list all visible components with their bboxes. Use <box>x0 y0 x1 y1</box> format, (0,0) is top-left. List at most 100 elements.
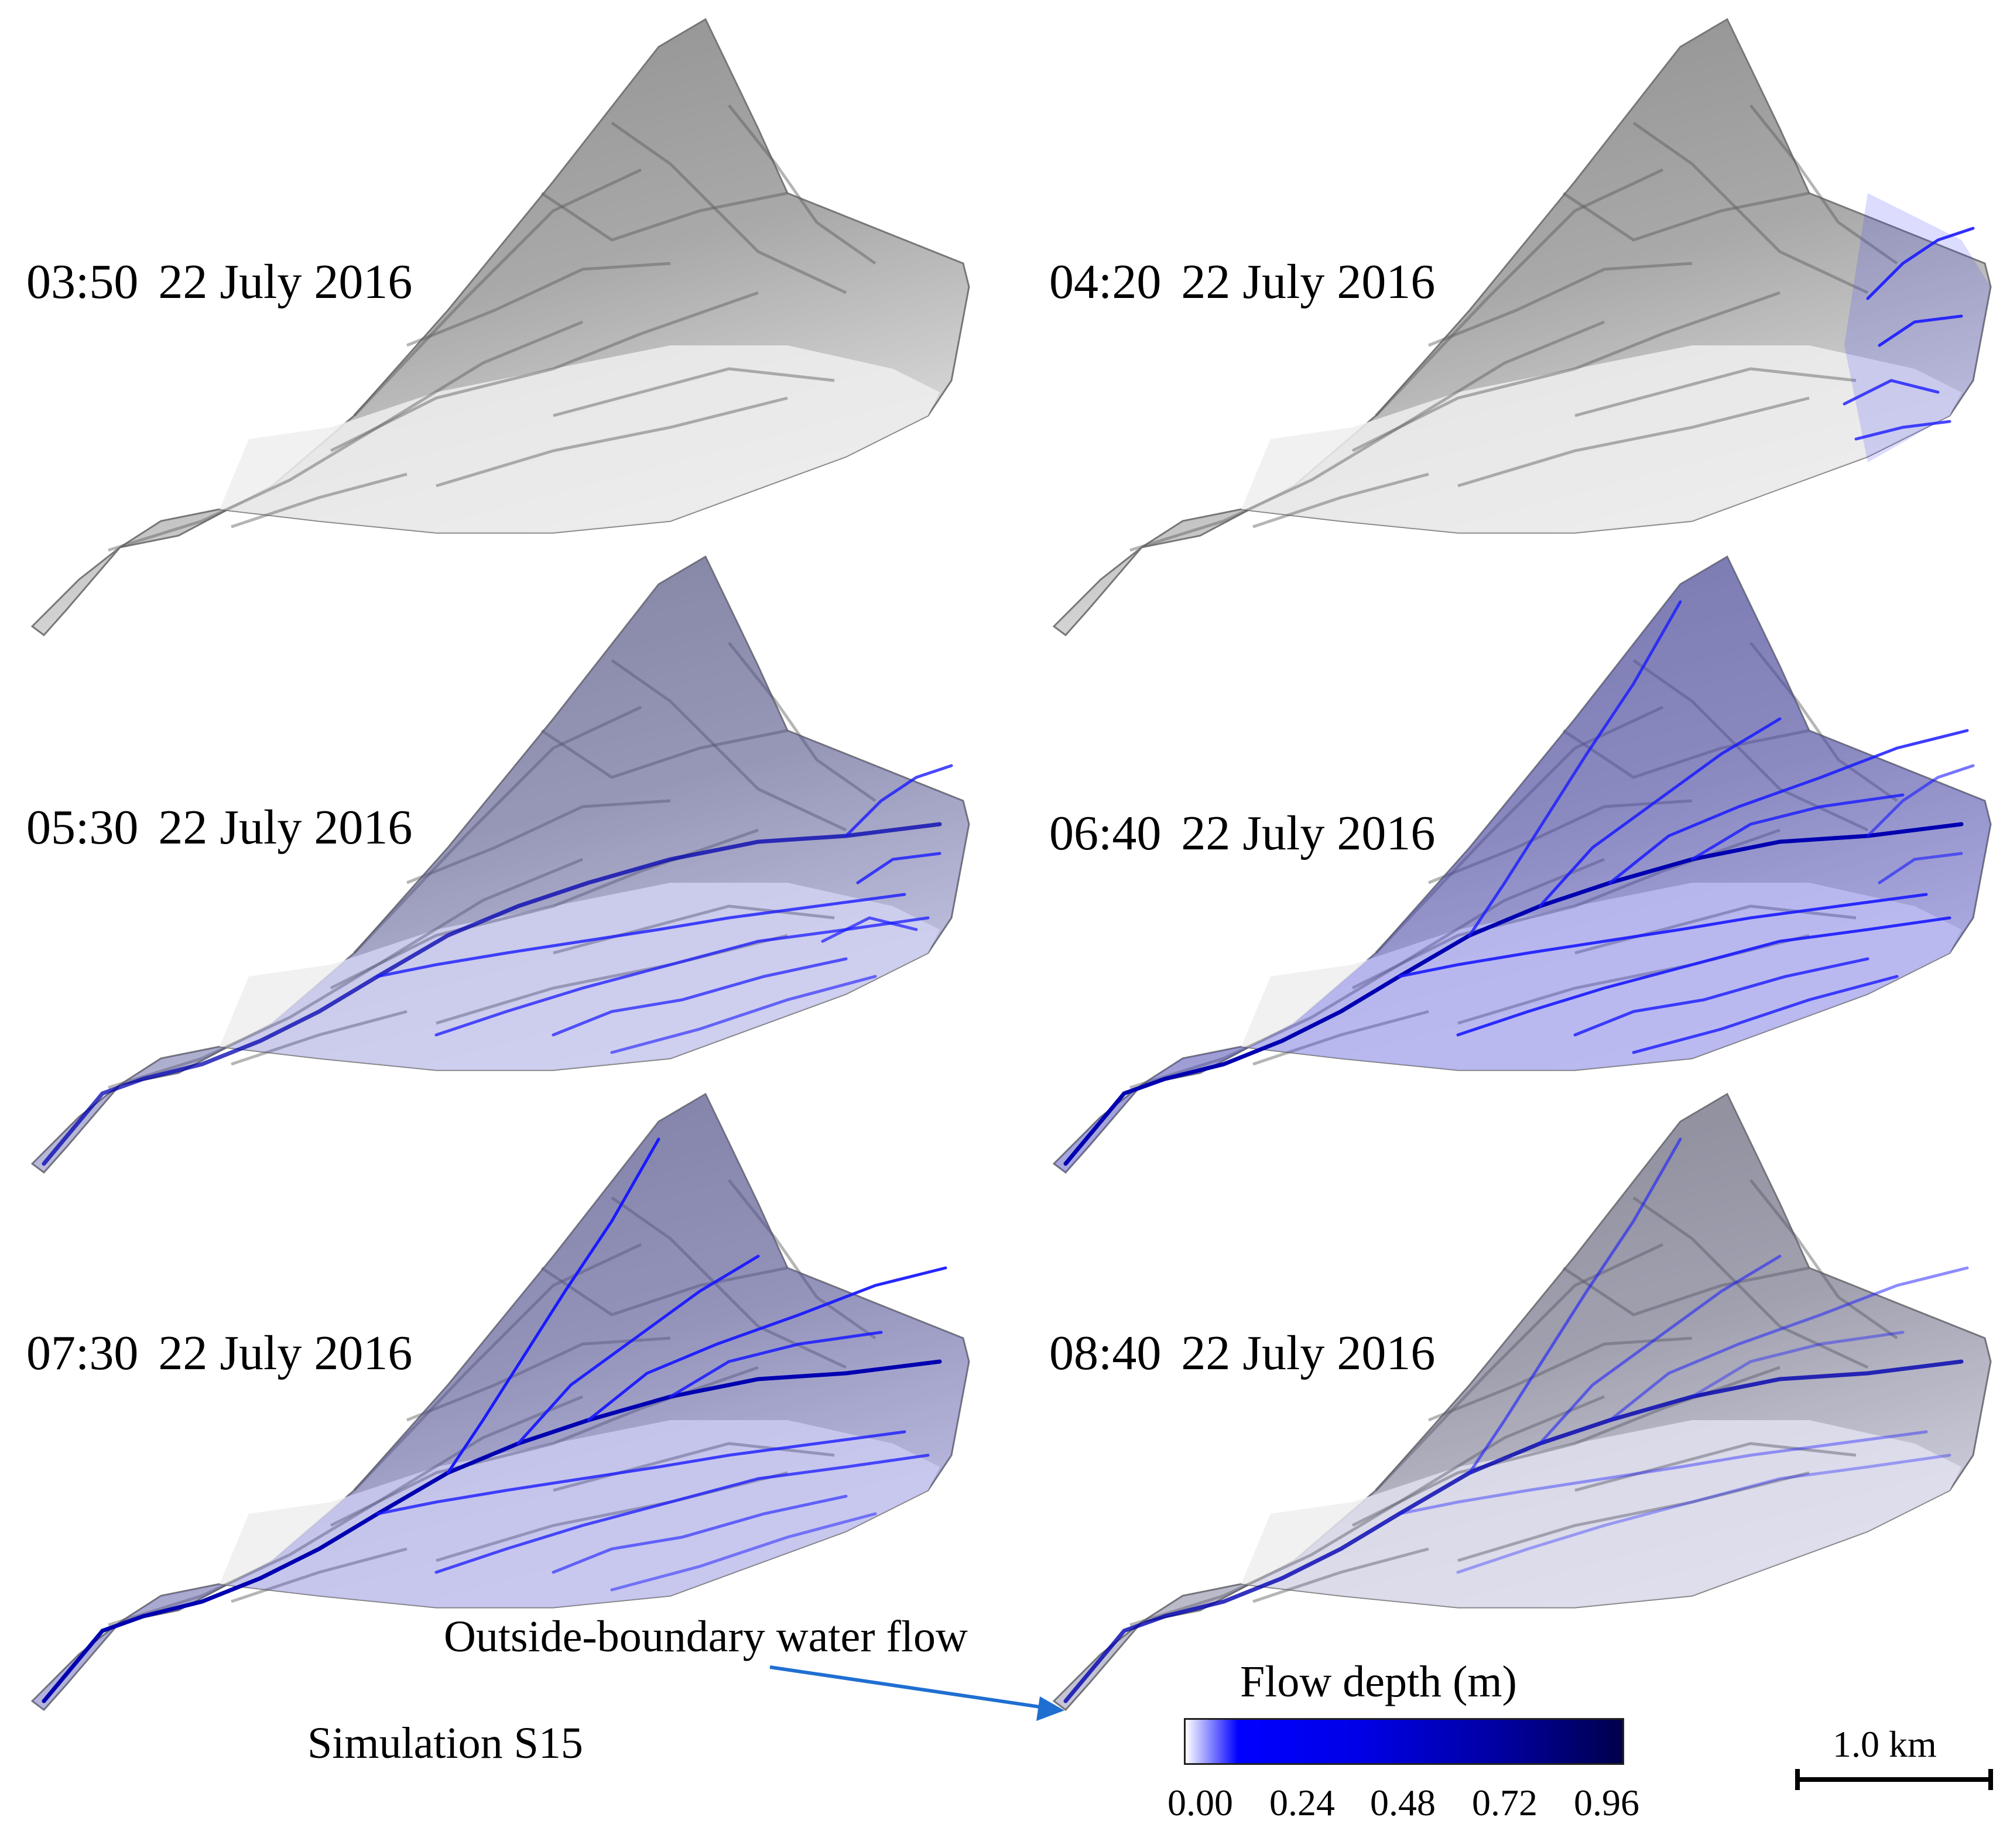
terrain-ridge <box>1562 191 1810 242</box>
flow-channel <box>1538 717 1782 908</box>
flow-depth-overlay <box>32 557 969 1172</box>
terrain-ridge <box>108 858 583 1089</box>
panel-date: 22 July 2016 <box>158 255 413 309</box>
map-panel-0730 <box>26 1092 981 1724</box>
flow-channel <box>1690 1331 1905 1398</box>
flow-channel <box>1063 1359 1964 1703</box>
panel-time: 08:40 <box>1049 1326 1162 1380</box>
terrain-ridge <box>540 729 788 779</box>
terrain-ridge <box>1749 1179 1898 1340</box>
terrain-ridge <box>1129 858 1605 1089</box>
terrain-ridge <box>1574 1442 1857 1492</box>
terrain-ridge <box>406 799 671 884</box>
terrain-ridge <box>540 191 788 242</box>
terrain-ridge <box>1252 472 1429 529</box>
catchment-terrain <box>30 18 970 637</box>
panel-label: 04:20 22 July 2016 <box>1049 258 1435 307</box>
panel-label: 05:30 22 July 2016 <box>26 803 412 852</box>
terrain-ridge <box>353 1243 642 1492</box>
terrain-ridge <box>1252 1547 1429 1603</box>
terrain-ridge <box>611 121 847 294</box>
bright-slope <box>1241 883 1961 1070</box>
terrain-map <box>30 18 970 637</box>
flow-channel <box>552 957 848 1037</box>
flow-channel <box>1866 227 1975 300</box>
panel-time: 06:40 <box>1049 806 1162 860</box>
bright-slope <box>1241 345 1961 533</box>
panel-time: 05:30 <box>26 800 139 855</box>
terrain-ridge <box>353 168 642 417</box>
terrain-ridge <box>1129 1395 1605 1627</box>
bright-slope <box>220 345 940 533</box>
scale-bar <box>1795 1769 1993 1790</box>
flow-channel <box>587 1266 947 1422</box>
terrain-ridge <box>1457 1471 1810 1562</box>
terrain-ridge <box>1375 1243 1664 1492</box>
legend-tick: 0.72 <box>1472 1782 1538 1823</box>
legend-tick: 0.96 <box>1574 1782 1639 1823</box>
terrain-ridge <box>1375 168 1664 417</box>
terrain-ridge <box>540 1266 788 1316</box>
flow-channel <box>376 1430 906 1516</box>
terrain-ridge <box>1351 291 1780 452</box>
flow-channel <box>1468 1137 1682 1475</box>
map-panel-0840 <box>1048 1092 2002 1724</box>
flow-channel <box>1608 1266 1969 1422</box>
flow-channel <box>1866 764 1975 838</box>
terrain-ridge <box>330 291 759 452</box>
flow-channel <box>1878 314 1963 347</box>
terrain-map <box>1052 1092 1992 1712</box>
terrain-ridge <box>1749 642 1898 803</box>
panel-time: 03:50 <box>26 255 139 309</box>
flow-channel <box>376 893 906 978</box>
panel-label: 07:30 22 July 2016 <box>26 1329 412 1378</box>
flow-depth-overlay <box>1054 557 1991 1172</box>
panel-label: 03:50 22 July 2016 <box>26 258 412 307</box>
terrain-ridge <box>1562 729 1810 779</box>
color-bar <box>1184 1718 1624 1765</box>
legend-tick: 0.24 <box>1269 1782 1335 1823</box>
flow-channel <box>516 1254 760 1445</box>
terrain-ridge <box>436 396 788 488</box>
bright-slope <box>220 883 940 1070</box>
map-panel-0640 <box>1048 555 2002 1187</box>
map-panel-0350 <box>26 18 981 650</box>
flow-channel <box>434 1453 930 1574</box>
flow-channel <box>1608 729 1969 884</box>
terrain-ridge <box>108 1395 583 1627</box>
terrain-map <box>30 555 970 1174</box>
terrain-ridge <box>1375 705 1664 954</box>
terrain-ridge <box>406 1336 671 1422</box>
flow-channel <box>1632 975 1899 1054</box>
terrain-ridge <box>1562 1266 1810 1316</box>
flow-channel <box>552 1494 848 1574</box>
bright-slope <box>1241 1420 1961 1607</box>
flow-channel <box>610 975 877 1054</box>
terrain-map <box>1052 555 1992 1174</box>
flow-channel <box>844 764 953 838</box>
simulation-label: Simulation S15 <box>307 1719 583 1768</box>
panel-label: 06:40 22 July 2016 <box>1049 809 1435 858</box>
flow-depth-overlay <box>1844 193 1991 462</box>
terrain-ridge <box>108 320 583 552</box>
map-panel-0530 <box>26 555 981 1187</box>
bright-slope <box>220 1420 940 1607</box>
panel-date: 22 July 2016 <box>1181 806 1436 860</box>
terrain-ridge <box>1428 1336 1693 1422</box>
flow-channel <box>821 916 918 943</box>
flow-channel <box>1398 893 1928 978</box>
flow-channel <box>1398 1430 1928 1516</box>
terrain-map <box>1052 18 1992 637</box>
flow-channel <box>1573 957 1869 1037</box>
terrain-ridge <box>1252 1010 1429 1066</box>
terrain-ridge <box>1129 320 1605 552</box>
flow-channel <box>610 1512 877 1592</box>
flow-channel <box>669 1331 883 1398</box>
terrain-ridge <box>553 367 835 417</box>
panel-date: 22 July 2016 <box>1181 1326 1436 1380</box>
panel-date: 22 July 2016 <box>1181 255 1436 309</box>
flow-channel <box>1538 1254 1782 1445</box>
flow-channel <box>856 852 941 884</box>
panel-label: 08:40 22 July 2016 <box>1049 1329 1435 1378</box>
terrain-ridge <box>611 659 847 832</box>
